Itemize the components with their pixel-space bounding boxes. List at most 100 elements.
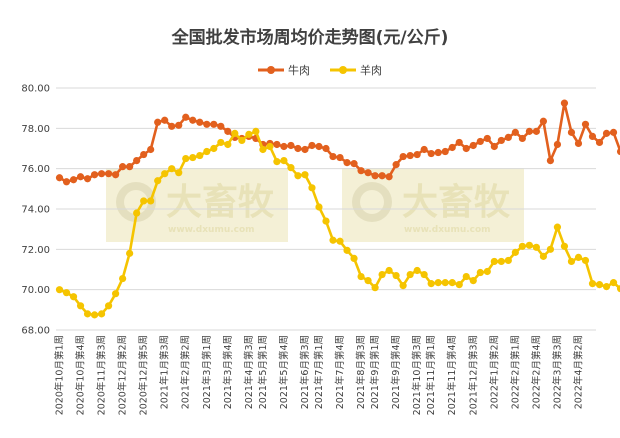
data-point <box>616 285 620 293</box>
data-point <box>329 236 337 244</box>
data-point <box>175 121 183 129</box>
data-point <box>308 184 316 192</box>
data-point <box>154 118 162 126</box>
x-tick-label: 2021年3月第1周 <box>201 335 213 409</box>
data-point <box>539 252 548 260</box>
legend-marker-icon <box>267 66 275 74</box>
data-point <box>413 150 421 159</box>
data-point <box>301 171 309 179</box>
data-point <box>287 141 295 150</box>
data-point <box>560 242 569 250</box>
data-point <box>476 268 484 277</box>
data-point <box>224 127 232 135</box>
x-tick-label: 2020年10月第1周 <box>54 335 66 415</box>
data-point <box>224 140 232 149</box>
data-point <box>90 311 99 319</box>
data-point <box>441 279 449 287</box>
data-point <box>434 148 442 157</box>
x-tick-label: 2021年6月第3周 <box>299 335 311 409</box>
data-point <box>462 144 470 153</box>
data-point <box>483 267 491 276</box>
data-point <box>371 172 379 180</box>
legend-label: 羊肉 <box>360 63 382 77</box>
data-point <box>62 289 71 297</box>
data-point <box>69 176 78 184</box>
data-point <box>476 137 484 146</box>
data-point <box>441 147 449 156</box>
x-tick-label: 2022年3月第3周 <box>551 335 563 409</box>
data-point <box>532 127 540 135</box>
data-point <box>469 276 477 285</box>
data-point <box>567 128 576 136</box>
x-tick-label: 2021年7月第1周 <box>313 335 325 409</box>
data-point <box>616 147 620 156</box>
data-point <box>588 280 597 288</box>
data-point <box>448 279 456 287</box>
x-tick-label: 2022年1月第2周 <box>488 335 500 409</box>
data-point <box>574 253 583 261</box>
data-point <box>518 134 526 143</box>
legend-marker-icon <box>339 66 347 74</box>
watermark-logo-inner-icon <box>360 190 384 214</box>
chart-title: 全国批发市场周均价走势图(元/公斤) <box>171 27 449 48</box>
data-point <box>504 256 512 265</box>
data-point <box>343 246 351 254</box>
data-point <box>83 175 92 183</box>
y-tick-label: 68.00 <box>21 326 50 337</box>
data-point <box>385 173 393 181</box>
data-point <box>511 248 519 256</box>
legend: 牛肉 羊肉 <box>258 63 382 77</box>
x-tick-label: 2022年2月第1周 <box>509 335 521 409</box>
x-tick-label: 2021年5月第1周 <box>257 335 269 409</box>
data-point <box>406 270 414 279</box>
data-point <box>525 127 533 135</box>
data-point <box>546 245 555 253</box>
data-point <box>238 136 246 145</box>
data-point <box>546 157 555 165</box>
data-point <box>455 281 463 289</box>
data-point <box>189 116 197 124</box>
data-point <box>273 140 281 149</box>
data-point <box>175 169 183 177</box>
data-point <box>55 286 64 294</box>
data-point <box>427 149 435 158</box>
x-tick-label: 2021年5月第4周 <box>278 335 290 409</box>
data-point <box>588 132 597 140</box>
x-tick-label: 2020年12月第5周 <box>138 335 150 415</box>
data-point <box>133 209 141 217</box>
legend-item: 牛肉 <box>258 63 310 77</box>
watermark: 大畜牧 www.dxumu.com <box>342 168 524 242</box>
x-tick-label: 2021年8月第3周 <box>355 335 367 409</box>
data-point <box>336 237 344 245</box>
data-point <box>413 266 421 275</box>
x-tick-label: 2021年4月第3周 <box>243 335 255 409</box>
x-tick-label: 2022年4月第2周 <box>572 335 584 409</box>
x-tick-label: 2021年9月第1周 <box>369 335 381 409</box>
data-point <box>483 134 491 143</box>
data-point <box>182 154 190 163</box>
data-point <box>97 310 106 318</box>
x-tick-label: 2022年2月第4周 <box>530 335 542 409</box>
data-point <box>567 257 576 266</box>
data-point <box>406 151 414 160</box>
data-point <box>203 147 211 156</box>
data-point <box>455 138 463 147</box>
data-point <box>420 270 428 279</box>
data-point <box>315 203 323 211</box>
data-point <box>315 142 323 151</box>
data-point <box>147 197 155 205</box>
x-tick-label: 2020年10月第4周 <box>75 335 87 415</box>
watermark-url: www.dxumu.com <box>404 225 491 235</box>
data-point <box>378 270 386 279</box>
x-tick-label: 2021年2月第2周 <box>180 335 192 409</box>
y-tick-label: 70.00 <box>21 285 50 296</box>
data-point <box>182 113 190 121</box>
data-point <box>168 165 176 173</box>
data-point <box>574 139 583 148</box>
data-point <box>97 170 106 178</box>
data-point <box>210 120 218 128</box>
data-point <box>217 138 225 147</box>
data-point <box>399 282 407 290</box>
data-point <box>462 272 470 281</box>
